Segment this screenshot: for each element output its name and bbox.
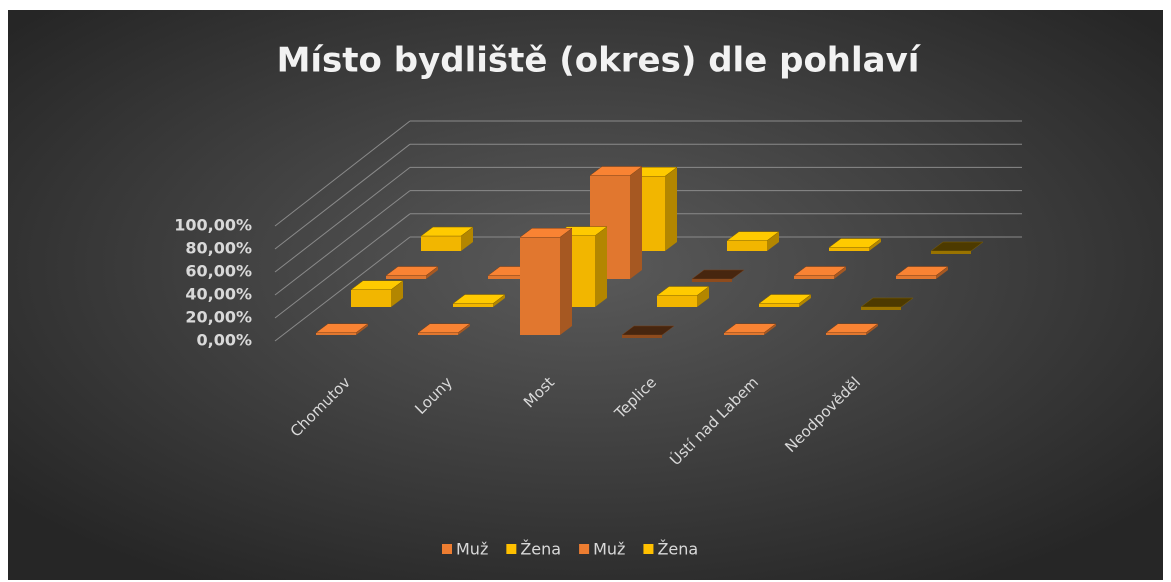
bar-top (895, 266, 949, 276)
bar-top (726, 231, 780, 241)
bar-side (764, 323, 776, 335)
bar-top (519, 228, 573, 238)
legend-swatch (579, 544, 590, 554)
bar-side (834, 266, 846, 279)
bar-front (727, 240, 767, 251)
bar-front (316, 332, 356, 335)
bar-top (315, 323, 369, 333)
legend-label: Žena (657, 540, 698, 559)
bar-front (351, 289, 391, 307)
bar-side (426, 266, 438, 279)
bar-top (385, 266, 439, 276)
bar-edge (861, 307, 901, 310)
bar-top (589, 166, 643, 176)
bar (420, 226, 474, 251)
legend-label: Žena (520, 540, 561, 559)
bar-front (657, 295, 697, 307)
bar-front (421, 236, 461, 251)
legend-swatch (643, 544, 654, 554)
bar (793, 266, 847, 279)
y-tick-label: 60,00% (185, 262, 252, 281)
bar (895, 266, 949, 279)
bar-front (520, 237, 560, 335)
bar (656, 286, 710, 307)
bar (758, 294, 812, 307)
bar-top (723, 323, 777, 333)
grid-line (274, 236, 411, 342)
bar-side (767, 231, 779, 251)
bar (519, 228, 573, 335)
chart-title: Místo bydliště (okres) dle pohlaví (277, 41, 922, 81)
bar-edge (931, 251, 971, 254)
bar (621, 325, 675, 338)
bar (417, 323, 471, 335)
bar-side (391, 280, 403, 307)
y-tick-label: 0,00% (196, 331, 252, 350)
bar-side (697, 286, 709, 307)
bar-side (461, 227, 473, 251)
bar-top (825, 323, 879, 333)
bar-front (386, 275, 426, 279)
bar (691, 269, 745, 282)
bar (385, 266, 439, 279)
legend-swatch (506, 544, 517, 554)
bar-side (560, 228, 572, 335)
y-tick-label: 20,00% (185, 308, 252, 327)
bar-side (595, 226, 607, 307)
grid-line (274, 213, 411, 319)
bar-edge (622, 335, 662, 338)
bar-front (488, 275, 528, 279)
bar-side (936, 266, 948, 279)
legend-label: Muž (456, 540, 488, 559)
y-tick-label: 80,00% (185, 239, 252, 258)
grid-line (274, 120, 411, 227)
bar-side (799, 294, 811, 307)
bar (726, 231, 780, 251)
bar-front (453, 303, 493, 307)
legend-swatch (442, 544, 452, 554)
bar (930, 241, 984, 254)
bar-side (866, 323, 878, 335)
bar (723, 323, 777, 335)
bar-front (794, 275, 834, 279)
bar-top (758, 294, 812, 304)
bar (315, 323, 369, 335)
bar-side (869, 238, 881, 251)
grid-line (274, 190, 411, 296)
bar (828, 238, 882, 251)
bar-front (896, 275, 936, 279)
bar (825, 323, 879, 335)
grid-line (274, 143, 411, 250)
bar-side (493, 294, 505, 307)
bar-top (828, 238, 882, 248)
legend-label: Muž (593, 540, 625, 559)
bar-front (829, 247, 869, 251)
bar-side (356, 323, 368, 335)
bar-side (665, 167, 677, 251)
grid-line (274, 167, 411, 273)
bar (860, 297, 914, 310)
bar-front (826, 332, 866, 335)
y-tick-label: 100,00% (174, 216, 252, 235)
bar-front (724, 332, 764, 335)
bar-top (656, 286, 710, 296)
bar-edge (692, 279, 732, 282)
bar-top (350, 280, 404, 290)
y-tick-label: 40,00% (185, 285, 252, 304)
bar-top (452, 294, 506, 304)
bar-top (793, 266, 847, 276)
bar-top (417, 323, 471, 333)
bar (452, 294, 506, 307)
bar-side (458, 323, 470, 335)
bar-top (420, 226, 474, 237)
bar (350, 280, 404, 307)
bar-front (418, 332, 458, 335)
bar-side (630, 166, 642, 279)
bar-front (759, 303, 799, 307)
